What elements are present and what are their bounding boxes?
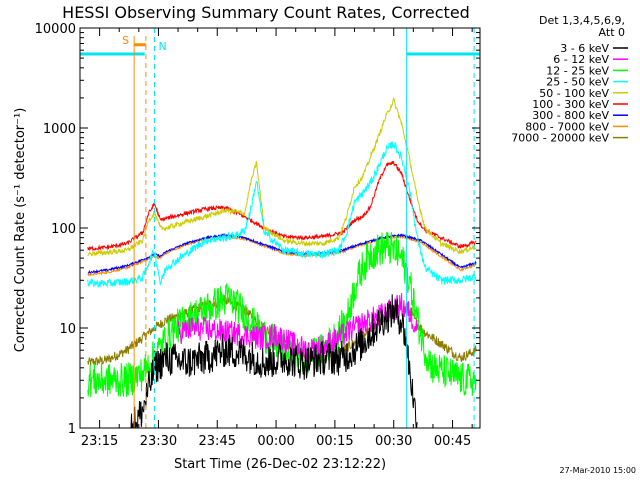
series-line-0 — [130, 294, 418, 429]
legend-header-line-0: Det 1,3,4,5,6,9, — [539, 14, 625, 27]
legend-label-2: 12 - 25 keV — [546, 64, 609, 77]
x-tick-label-4: 00:15 — [316, 434, 353, 449]
legend-label-5: 100 - 300 keV — [532, 98, 609, 111]
legend-label-4: 50 - 100 keV — [539, 87, 609, 100]
y-tick-label-2: 100 — [51, 222, 76, 237]
x-tick-label-1: 23:30 — [140, 434, 177, 449]
legend-label-1: 6 - 12 keV — [553, 53, 609, 66]
y-tick-label-4: 10000 — [35, 22, 76, 37]
x-tick-label-0: 23:15 — [81, 434, 118, 449]
footer-timestamp: 27-Mar-2010 15:00 — [560, 466, 637, 475]
series-line-2 — [87, 231, 477, 398]
x-tick-label-2: 23:45 — [199, 434, 236, 449]
series-line-4 — [87, 96, 477, 257]
y-axis-label: Corrected Count Rate (s⁻¹ detector⁻¹) — [13, 108, 28, 353]
legend-header-line-1: Att 0 — [599, 26, 625, 39]
legend-label-8: 7000 - 20000 keV — [511, 132, 609, 145]
chart-title: HESSI Observing Summary Count Rates, Cor… — [62, 3, 470, 22]
x-axis-label: Start Time (26-Dec-02 23:12:22) — [174, 457, 386, 472]
saa-label: S — [122, 34, 129, 47]
y-tick-label-3: 1000 — [43, 122, 76, 137]
night-label: N — [159, 40, 167, 53]
legend-label-0: 3 - 6 keV — [560, 42, 609, 55]
legend-label-3: 25 - 50 keV — [546, 76, 609, 89]
axes: 23:15 23:30 23:45 00:00 00:15 00:30 00:45 1 10 10… — [35, 22, 481, 449]
y-tick-label-0: 1 — [68, 422, 76, 437]
series-line-3 — [87, 141, 477, 289]
y-tick-label-1: 10 — [59, 322, 76, 337]
x-tick-label-5: 00:30 — [375, 434, 412, 449]
legend-label-6: 300 - 800 keV — [532, 109, 609, 122]
series-line-6 — [87, 232, 477, 274]
x-tick-label-6: 00:45 — [434, 434, 471, 449]
x-tick-label-3: 00:00 — [257, 434, 294, 449]
series-line-7 — [87, 234, 477, 277]
series-line-1 — [177, 292, 418, 363]
legend-label-7: 800 - 7000 keV — [525, 120, 609, 133]
